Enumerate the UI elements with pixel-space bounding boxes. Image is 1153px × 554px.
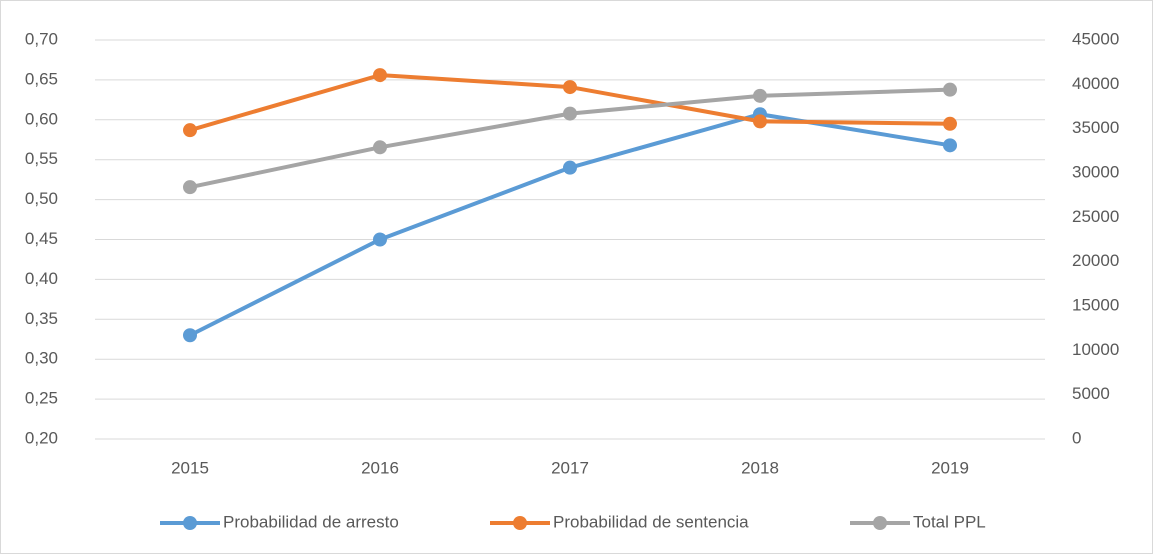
legend-label: Probabilidad de arresto: [223, 512, 399, 531]
legend-label: Total PPL: [913, 512, 986, 531]
x-tick-label: 2017: [551, 458, 589, 477]
y2-tick-label: 35000: [1072, 118, 1119, 137]
point: [183, 180, 197, 195]
point: [373, 68, 387, 83]
point: [563, 160, 577, 175]
x-tick-label: 2019: [931, 458, 969, 477]
y-tick-label: 0,50: [25, 189, 58, 208]
y2-tick-label: 20000: [1072, 251, 1119, 270]
point: [183, 328, 197, 343]
y-tick-label: 0,20: [25, 428, 58, 447]
y2-tick-label: 45000: [1072, 29, 1119, 48]
point: [753, 88, 767, 103]
y-tick-label: 0,30: [25, 349, 58, 368]
y-tick-label: 0,70: [25, 29, 58, 48]
point: [943, 82, 957, 97]
y2-tick-label: 0: [1072, 428, 1081, 447]
point: [183, 123, 197, 138]
legend-marker: [183, 516, 197, 530]
y-tick-label: 0,25: [25, 389, 58, 408]
x-tick-label: 2015: [171, 458, 209, 477]
y-tick-label: 0,60: [25, 109, 58, 128]
x-tick-label: 2018: [741, 458, 779, 477]
point: [373, 140, 387, 155]
y2-tick-label: 10000: [1072, 340, 1119, 359]
y2-tick-label: 5000: [1072, 384, 1110, 403]
y-tick-label: 0,40: [25, 269, 58, 288]
y2-tick-label: 15000: [1072, 295, 1119, 314]
y2-tick-label: 30000: [1072, 162, 1119, 181]
point: [943, 138, 957, 153]
x-tick-label: 2016: [361, 458, 399, 477]
y-tick-label: 0,45: [25, 229, 58, 248]
point: [943, 116, 957, 131]
y2-tick-label: 40000: [1072, 74, 1119, 93]
legend-label: Probabilidad de sentencia: [553, 512, 749, 531]
y-tick-label: 0,65: [25, 69, 58, 88]
y-tick-label: 0,55: [25, 149, 58, 168]
legend-marker: [513, 516, 527, 530]
legend-marker: [873, 516, 887, 530]
point: [563, 80, 577, 95]
y2-tick-label: 25000: [1072, 207, 1119, 226]
y-tick-label: 0,35: [25, 309, 58, 328]
point: [563, 106, 577, 121]
point: [753, 114, 767, 129]
point: [373, 232, 387, 247]
